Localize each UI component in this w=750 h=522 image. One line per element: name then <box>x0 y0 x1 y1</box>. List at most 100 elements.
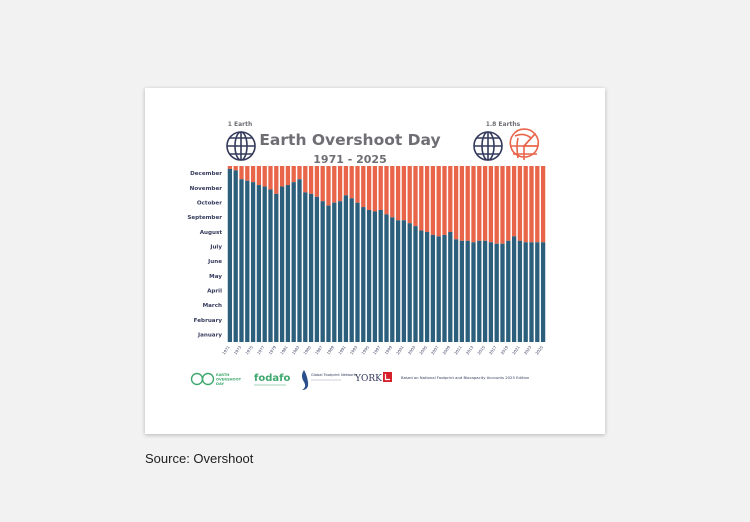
overshoot-bar <box>384 166 389 215</box>
overshoot-bar <box>523 166 528 243</box>
logo4-text: YORK <box>354 374 382 384</box>
x-tick-label: 1995 <box>360 344 370 355</box>
bar <box>372 211 378 342</box>
x-tick-label: 1999 <box>383 344 393 355</box>
chart-subtitle: 1971 - 2025 <box>313 153 386 166</box>
overshoot-bar <box>239 166 244 180</box>
bar <box>343 195 349 342</box>
y-tick-label: May <box>209 274 222 280</box>
x-tick-label: 2019 <box>499 344 509 355</box>
overshoot-bar <box>366 166 372 210</box>
overshoot-chart: Earth Overshoot Day 1971 - 2025 1 Earth … <box>187 121 546 390</box>
overshoot-bar <box>291 166 296 183</box>
bar <box>494 243 499 342</box>
bar <box>535 242 540 342</box>
overshoot-bar <box>465 166 470 241</box>
overshoot-bar <box>482 166 488 241</box>
overshoot-bar <box>494 166 499 244</box>
bar <box>442 234 447 342</box>
x-tick-label: 2017 <box>488 344 498 355</box>
bar <box>285 185 291 342</box>
x-tick-label: 1987 <box>314 344 324 355</box>
overshoot-bar <box>401 166 407 221</box>
x-tick-label: 2011 <box>453 344 463 355</box>
bar <box>268 189 273 342</box>
chart-title: Earth Overshoot Day <box>259 131 440 149</box>
accounts-note: Based on National Footprint and Biocapac… <box>401 375 530 380</box>
globe-icon <box>226 131 256 161</box>
bar <box>250 182 256 342</box>
x-tick-label: 2009 <box>441 344 451 355</box>
bar <box>233 170 238 342</box>
logo1-line2: OVERSHOOT <box>216 378 242 382</box>
overshoot-bar <box>511 166 517 237</box>
overshoot-bar <box>274 166 279 194</box>
global-footprint-network-logo: Global Footprint Network <box>302 370 357 390</box>
overshoot-bar <box>471 166 476 243</box>
overshoot-bar <box>488 166 494 243</box>
x-tick-label: 2005 <box>418 344 428 355</box>
overshoot-bar <box>297 166 302 180</box>
bar <box>488 242 494 342</box>
bar <box>407 223 412 342</box>
x-tick-label: 2003 <box>407 344 417 355</box>
overshoot-bar <box>303 166 308 193</box>
x-tick-label: 1973 <box>233 344 243 355</box>
x-tick-label: 1971 <box>221 344 231 355</box>
bar <box>303 192 308 342</box>
overshoot-bar <box>262 166 267 187</box>
source-caption: Source: Overshoot <box>145 451 254 466</box>
x-tick-label: 2013 <box>465 344 475 355</box>
y-tick-label: January <box>197 332 222 338</box>
overshoot-bar <box>349 166 354 199</box>
y-tick-label: July <box>209 244 222 250</box>
bar <box>337 201 343 342</box>
x-tick-label: 1993 <box>349 344 359 355</box>
bar <box>361 207 366 342</box>
bar <box>482 240 488 342</box>
globe-icon <box>473 131 503 161</box>
overshoot-bar <box>326 166 331 206</box>
bar <box>320 201 325 342</box>
overshoot-bar <box>320 166 325 202</box>
bar <box>314 196 320 342</box>
infographic-card: Earth Overshoot Day 1971 - 2025 1 Earth … <box>145 88 605 434</box>
overshoot-bar <box>535 166 540 243</box>
overshoot-bar <box>430 166 436 235</box>
bar <box>540 242 546 342</box>
bar <box>436 236 441 342</box>
overshoot-bar <box>285 166 291 186</box>
bar <box>308 193 314 342</box>
bar <box>477 240 482 342</box>
bar <box>366 210 372 342</box>
bar <box>500 243 505 342</box>
y-tick-label: June <box>207 259 222 265</box>
overshoot-bar <box>378 166 383 210</box>
x-tick-label: 2021 <box>511 344 521 355</box>
y-tick-label: April <box>207 288 222 294</box>
bar <box>424 232 430 342</box>
y-tick-label: November <box>190 186 223 192</box>
bar <box>459 240 465 342</box>
y-tick-label: February <box>194 318 223 324</box>
y-tick-label: October <box>197 200 222 206</box>
logo2-text: fodafo <box>254 373 290 384</box>
overshoot-bar <box>506 166 511 241</box>
overshoot-bar <box>453 166 459 240</box>
overshoot-bar <box>390 166 395 218</box>
overshoot-bar <box>459 166 465 241</box>
y-axis-labels: January February March April May June July Augu… <box>187 171 222 338</box>
bar <box>378 210 383 342</box>
overshoot-bar <box>332 166 337 203</box>
bar <box>245 180 250 342</box>
x-tick-label: 1977 <box>256 344 266 355</box>
x-tick-label: 1991 <box>337 344 347 355</box>
bar <box>256 185 262 342</box>
bar <box>384 214 389 342</box>
bar <box>355 202 360 342</box>
overshoot-bar <box>308 166 314 194</box>
overshoot-bar <box>245 166 250 181</box>
bar <box>349 198 354 342</box>
overshoot-bar <box>268 166 273 190</box>
right-globe-label: 1.8 Earths <box>486 121 521 128</box>
